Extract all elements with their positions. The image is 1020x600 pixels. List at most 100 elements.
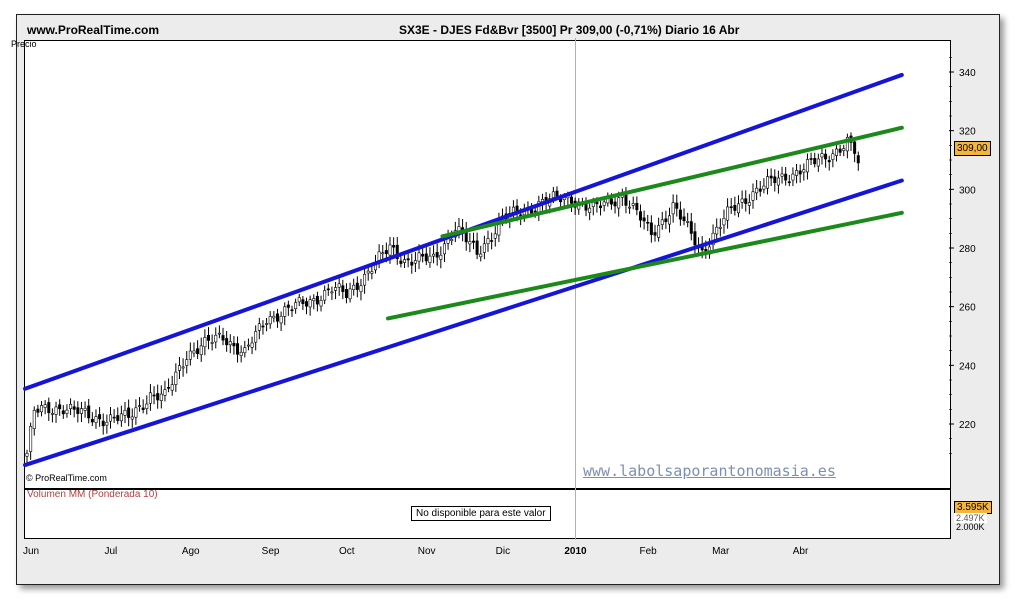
candle-body: [301, 299, 305, 304]
x-tick-label: Abr: [793, 546, 809, 557]
x-tick-label: 2010: [564, 546, 587, 557]
candle-body: [334, 287, 338, 291]
candle-body: [421, 253, 425, 257]
candle-body: [348, 288, 352, 300]
candle-body: [239, 351, 243, 356]
candle-body: [257, 323, 261, 331]
candle-body: [363, 273, 367, 286]
candle-body: [188, 350, 192, 360]
candle-body: [312, 298, 316, 302]
candle-body: [755, 187, 759, 194]
candle-body: [722, 218, 726, 226]
candle-body: [435, 252, 439, 258]
candle-body: [766, 176, 770, 189]
last-price-tag: 309,00: [954, 141, 991, 156]
candle-body: [569, 196, 573, 204]
candle-body: [370, 271, 374, 274]
y-tick-label: 260: [959, 303, 976, 314]
candle-body: [101, 420, 105, 427]
candle-body: [442, 243, 446, 255]
candle-body: [664, 218, 668, 223]
candle-body: [740, 198, 744, 203]
candle-body: [715, 226, 719, 235]
candle-body: [479, 253, 483, 258]
candle-body: [294, 302, 298, 309]
candle-body: [475, 240, 479, 255]
candle-body: [355, 282, 359, 290]
x-tick-label: Nov: [418, 546, 436, 557]
candle-body: [72, 406, 76, 410]
candle-body: [177, 365, 181, 371]
candle-body: [646, 221, 650, 224]
candle-body: [617, 197, 621, 209]
candle-body: [410, 261, 414, 266]
candle-body: [352, 284, 356, 291]
candle-body: [813, 158, 817, 165]
candle-body: [308, 299, 312, 308]
y-tick-label: 280: [959, 244, 976, 255]
candle-body: [595, 201, 599, 205]
candle-body: [653, 232, 657, 236]
candle-body: [551, 191, 555, 198]
candle-body: [275, 313, 279, 322]
candle-body: [711, 232, 715, 246]
candle-body: [424, 253, 428, 262]
candle-body: [279, 315, 283, 324]
candle-body: [751, 191, 755, 201]
x-tick-label: Feb: [639, 546, 657, 557]
candle-body: [660, 219, 664, 225]
candle-body: [330, 291, 334, 294]
candle-body: [207, 334, 211, 341]
candle-body: [675, 202, 679, 209]
candle-body: [199, 345, 203, 355]
candle-body: [417, 252, 421, 262]
candle-body: [108, 414, 112, 422]
candle-body: [628, 206, 632, 209]
candle-body: [482, 243, 486, 253]
candle-body: [127, 407, 131, 418]
candle-body: [787, 181, 791, 184]
candle-body: [624, 193, 628, 206]
candle-body: [769, 175, 773, 179]
candle-body: [413, 260, 417, 264]
candle-body: [471, 240, 475, 243]
candle-body: [232, 342, 236, 347]
candle-body: [79, 408, 83, 414]
site-label[interactable]: www.ProRealTime.com: [27, 23, 160, 37]
candle-body: [152, 394, 156, 397]
candle-body: [668, 215, 672, 225]
candle-body: [196, 348, 200, 354]
candle-body: [286, 304, 290, 308]
candle-body: [381, 252, 385, 255]
candle-body: [635, 203, 639, 211]
y-tick-label: 320: [959, 127, 976, 138]
candle-body: [805, 159, 809, 173]
candle-body: [809, 158, 813, 160]
candle-body: [265, 323, 269, 325]
candle-body: [297, 297, 301, 303]
candle-body: [87, 405, 91, 419]
candle-body: [439, 254, 443, 260]
candle-body: [225, 338, 229, 346]
candle-body: [43, 404, 47, 408]
candle-body: [268, 316, 272, 325]
candle-body: [820, 153, 824, 158]
candle-body: [156, 393, 160, 401]
candle-body: [181, 366, 185, 369]
candle-body: [54, 406, 58, 415]
candle-body: [90, 418, 94, 423]
watermark-link[interactable]: www.labolsaporantonomasia.es: [583, 462, 836, 480]
candle-body: [744, 198, 748, 204]
candle-body: [116, 415, 120, 421]
y-tick-label: 300: [959, 185, 976, 196]
candle-body: [29, 426, 33, 452]
x-tick-label: Ago: [182, 546, 200, 557]
candle-body: [395, 244, 399, 260]
candle-body: [842, 148, 846, 151]
candle-body: [384, 250, 388, 254]
candle-body: [856, 155, 860, 164]
candle-body: [32, 410, 36, 429]
candle-body: [686, 221, 690, 223]
candle-body: [726, 206, 730, 221]
candle-body: [762, 185, 766, 190]
